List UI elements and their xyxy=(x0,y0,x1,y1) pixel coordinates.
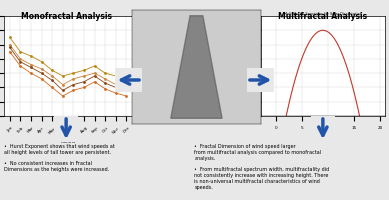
X-axis label: Months: Months xyxy=(61,140,75,144)
X-axis label: α: α xyxy=(321,135,325,140)
Text: •  Fractal Dimension of wind speed larger
from multifractal analysis compared to: • Fractal Dimension of wind speed larger… xyxy=(194,144,330,190)
Text: •  Hurst Exponent shows that wind speeds at
all height levels of tall tower are : • Hurst Exponent shows that wind speeds … xyxy=(4,144,115,172)
Text: Monofractal Analysis: Monofractal Analysis xyxy=(21,12,112,21)
Y-axis label: f(α): f(α) xyxy=(234,61,239,71)
Polygon shape xyxy=(171,16,222,118)
Title: Multifractal Spectrum for Solar Dissertation: Multifractal Spectrum for Solar Disserta… xyxy=(284,12,362,16)
Text: Multifractal Analysis: Multifractal Analysis xyxy=(278,12,368,21)
